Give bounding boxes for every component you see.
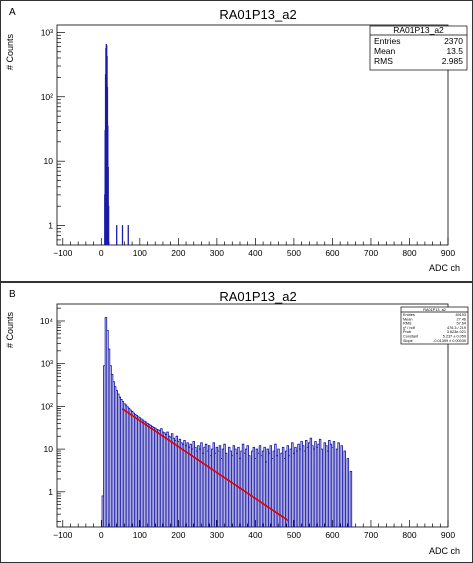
x-tick-label: 500	[287, 248, 301, 258]
x-tick-label: 300	[210, 248, 224, 258]
histogram-line	[104, 43, 129, 245]
x-tick-label: 700	[364, 248, 378, 258]
x-tick-label: 500	[287, 530, 301, 540]
y-tick-label: 1	[48, 221, 53, 231]
x-tick-label: 100	[133, 248, 147, 258]
stats-value: 2370	[444, 36, 463, 46]
stats-value: 3.623e-021	[447, 330, 466, 334]
stats-title: RA01P13_a2	[393, 25, 444, 35]
fit-line	[122, 408, 289, 522]
x-axis-title: ADC ch	[429, 263, 460, 273]
stats-label: RMS	[403, 322, 412, 326]
stats-label: Mean	[374, 46, 396, 56]
stats-title: RA01P13_a2	[423, 308, 446, 312]
stats-label: Entries	[374, 36, 400, 46]
stats-label: χ² / ndf	[403, 326, 416, 330]
plot-frame	[56, 303, 449, 528]
stats-box-frame	[369, 25, 468, 71]
stats-label: RMS	[374, 56, 393, 66]
x-tick-label: 900	[441, 530, 455, 540]
y-tick-label: 10²	[41, 401, 53, 411]
histogram-panel-b: B RA01P13_a2 −100 0 100 200 300 400 500 600 700 8…	[0, 282, 473, 563]
x-tick-label: 700	[364, 530, 378, 540]
stats-value: 27.46	[456, 317, 466, 321]
plot-frame	[56, 24, 449, 246]
x-tick-label: 200	[171, 530, 185, 540]
chart-title: RA01P13_a2	[219, 289, 296, 304]
x-tick-label: 0	[99, 530, 104, 540]
stats-box: RA01P13_a2 Entries 2370 Mean 13.5 RMS 2.…	[369, 25, 468, 71]
stats-label: Slope	[403, 339, 413, 343]
stats-value: 13.5	[446, 46, 463, 56]
stats-label: Mean	[403, 317, 413, 321]
y-tick-label: 10⁴	[40, 316, 53, 326]
y-tick-label: 10	[44, 444, 54, 454]
y-tick-label: 10²	[41, 92, 53, 102]
x-tick-label: 200	[171, 248, 185, 258]
x-tick-label: 600	[325, 248, 339, 258]
plot-area: −100 0 100 200 300 400 500 600 700 800 900 1 10 10² 10…	[41, 24, 455, 258]
histogram-chart-b: B RA01P13_a2 −100 0 100 200 300 400 500 600 700 8…	[0, 282, 473, 563]
stats-value: 476.3 / 219	[447, 326, 466, 330]
stats-label: Prob	[403, 330, 411, 334]
stats-label: Constant	[403, 335, 419, 339]
x-tick-label: 600	[325, 530, 339, 540]
x-tick-label: 100	[133, 530, 147, 540]
x-tick-label: 400	[248, 248, 262, 258]
x-tick-label: −100	[53, 248, 72, 258]
plot-area: −100 0 100 200 300 400 500 600 700 800 900 1 10 10² 10…	[40, 303, 455, 540]
y-axis-title: # Counts	[5, 311, 15, 348]
stats-value: -0.01399 ± 0.00039	[433, 339, 466, 343]
panel-letter: B	[9, 289, 16, 300]
stats-box: RA01P13_a2 Entries 49193 Mean 27.46 RMS …	[400, 306, 469, 345]
stats-value: 5.237 ± 0.059	[443, 335, 466, 339]
x-tick-label: 900	[441, 248, 455, 258]
y-tick-label: 1	[48, 487, 53, 497]
stats-box-frame	[400, 306, 469, 345]
x-tick-label: −100	[53, 530, 72, 540]
y-tick-label: 10	[44, 156, 54, 166]
y-tick-label: 10³	[41, 27, 53, 37]
x-tick-label: 0	[99, 248, 104, 258]
stats-label: Entries	[403, 313, 415, 317]
histogram-line	[101, 317, 354, 528]
x-tick-label: 400	[248, 530, 262, 540]
x-tick-label: 800	[402, 248, 416, 258]
x-tick-label: 300	[210, 530, 224, 540]
histogram-panel-a: A RA01P13_a2 −100 0 100 200 300 400 500 600 700 8…	[0, 0, 473, 282]
chart-title: RA01P13_a2	[219, 7, 296, 22]
stats-value: 49193	[455, 313, 466, 317]
histogram-chart-a: A RA01P13_a2 −100 0 100 200 300 400 500 600 700 8…	[0, 0, 473, 282]
x-axis-title: ADC ch	[429, 546, 460, 556]
stats-value: 57.64	[456, 322, 466, 326]
y-axis-title: # Counts	[5, 33, 15, 70]
stats-value: 2.985	[442, 56, 464, 66]
panel-letter: A	[9, 7, 16, 18]
y-tick-label: 10³	[41, 359, 53, 369]
x-tick-label: 800	[402, 530, 416, 540]
